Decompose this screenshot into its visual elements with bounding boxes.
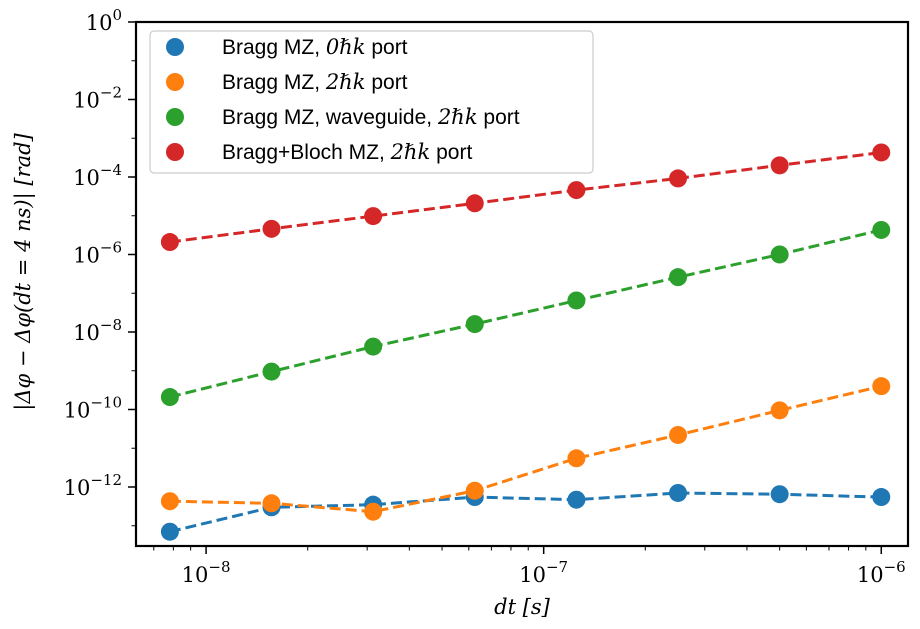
- data-point: [567, 181, 586, 200]
- data-point: [669, 483, 688, 502]
- x-tick-label: 10−8: [182, 558, 231, 587]
- data-point: [669, 425, 688, 444]
- y-tick-label: 10−4: [73, 161, 122, 190]
- series-3: [160, 143, 891, 252]
- series-line: [169, 151, 882, 244]
- series-line: [169, 228, 882, 399]
- data-point: [364, 337, 383, 356]
- legend-marker: [166, 38, 184, 56]
- legend-marker: [166, 108, 184, 126]
- legend-label: Bragg MZ, 2ℏk port: [222, 70, 408, 94]
- legend-marker: [166, 143, 184, 161]
- data-point: [262, 219, 281, 238]
- y-tick-label: 100: [86, 6, 122, 35]
- x-axis-label: dt [s]: [494, 595, 551, 619]
- x-tick-label: 10−7: [519, 558, 568, 587]
- data-point: [160, 492, 179, 511]
- legend: Bragg MZ, 0ℏk port Bragg MZ, 2ℏk port Brag…: [149, 30, 594, 174]
- plot-area: [160, 143, 891, 541]
- data-point: [770, 485, 789, 504]
- data-point: [872, 220, 891, 239]
- axes-frame: [134, 20, 910, 548]
- data-point: [872, 377, 891, 396]
- legend-label: Bragg MZ, 0ℏk port: [222, 35, 408, 59]
- legend-marker: [166, 73, 184, 91]
- data-point: [364, 207, 383, 226]
- y-axis-label: |Δφ − Δφ(dt = 4 ns)| [rad]: [11, 132, 36, 410]
- data-point: [262, 362, 281, 381]
- x-tick-label: 10−6: [857, 558, 906, 587]
- y-tick-label: 10−8: [73, 316, 122, 345]
- series-line: [169, 491, 882, 534]
- data-point: [160, 522, 179, 541]
- data-point: [364, 502, 383, 521]
- legend-label: Bragg MZ, waveguide, 2ℏk port: [222, 105, 520, 129]
- y-tick-label: 10−10: [64, 393, 122, 422]
- data-point: [465, 481, 484, 500]
- data-point: [567, 449, 586, 468]
- data-point: [567, 490, 586, 509]
- data-point: [770, 156, 789, 175]
- y-tick-label: 10−2: [73, 83, 122, 112]
- series-2: [160, 220, 891, 407]
- axis-ticks: 10−8 10−7 10−6 100 10−2 10−4 10−6 10−8 10−10 10−1…: [64, 6, 906, 587]
- y-tick-label: 10−12: [64, 471, 122, 500]
- series-0: [160, 483, 891, 541]
- data-point: [567, 291, 586, 310]
- data-point: [770, 401, 789, 420]
- data-point: [160, 388, 179, 407]
- legend-box: [149, 30, 594, 174]
- data-point: [160, 233, 179, 252]
- data-point: [770, 245, 789, 264]
- data-point: [669, 169, 688, 188]
- data-point: [872, 143, 891, 162]
- data-point: [465, 315, 484, 334]
- data-point: [262, 494, 281, 513]
- data-point: [669, 268, 688, 287]
- series-line: [169, 384, 882, 514]
- y-tick-label: 10−6: [73, 238, 122, 267]
- series-1: [160, 377, 891, 521]
- legend-label: Bragg+Bloch MZ, 2ℏk port: [222, 140, 472, 164]
- data-point: [465, 194, 484, 213]
- data-point: [872, 488, 891, 507]
